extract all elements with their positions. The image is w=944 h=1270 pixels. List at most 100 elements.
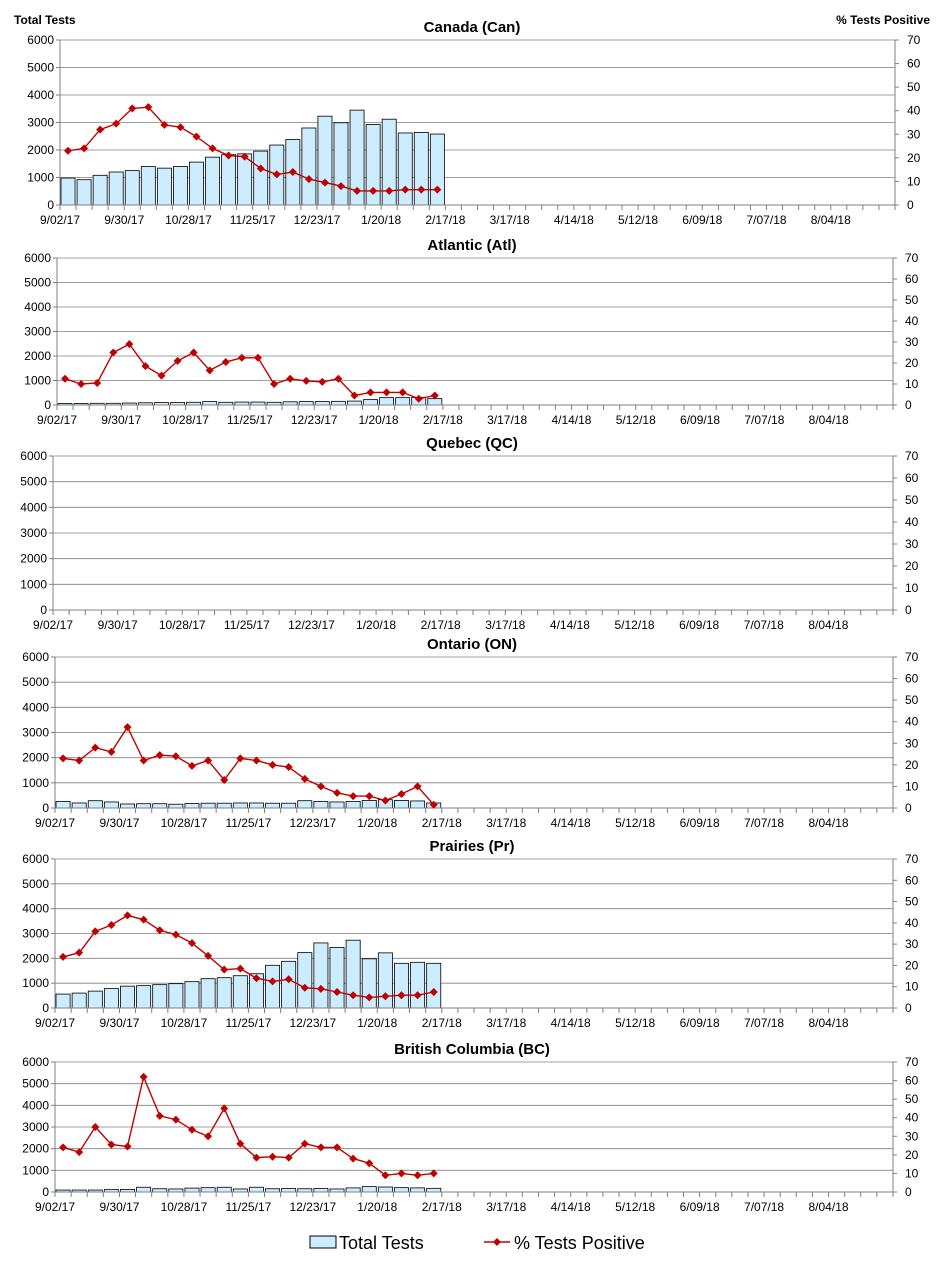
x-label-atlantic-atl-4: 12/23/17 [291,413,338,427]
point-prairies-pr-4 [123,911,132,920]
bar-prairies-pr-6 [152,984,168,1009]
y-left-label-canada-can-2000: 2000 [27,143,54,157]
point-atlantic-atl-13 [270,380,279,388]
bar-canada-can-11 [237,153,253,206]
x-label-ontario-on-0: 9/02/17 [35,816,75,830]
y-right-label-atlantic-atl-20: 20 [905,356,919,370]
x-label-ontario-on-1: 9/30/17 [99,816,139,830]
x-label-quebec-qc-0: 9/02/17 [33,618,73,632]
y-left-label-atlantic-atl-2000: 2000 [24,349,51,363]
x-label-atlantic-atl-5: 1/20/18 [359,413,399,427]
bar-canada-can-8 [189,161,204,206]
point-atlantic-atl-20 [382,388,391,397]
bar-canada-can-16 [317,115,333,206]
point-prairies-pr-8 [187,939,196,948]
point-atlantic-atl-7 [173,356,182,365]
y-right-label-ontario-on-20: 20 [905,758,919,772]
point-canada-can-16 [320,178,329,187]
point-ontario-on-21 [397,789,406,798]
bar-ontario-on-6 [152,803,168,809]
point-canada-can-18 [353,186,362,195]
chart-title-quebec-qc: Quebec (QC) [426,435,518,452]
point-prairies-pr-20 [381,992,390,1001]
x-label-quebec-qc-6: 2/17/18 [421,618,461,632]
x-label-quebec-qc-12: 8/04/18 [808,618,848,632]
x-label-prairies-pr-4: 12/23/17 [289,1016,336,1030]
x-label-quebec-qc-10: 6/09/18 [679,618,719,632]
y-right-label-prairies-pr-70: 70 [905,852,919,866]
point-ontario-on-17 [333,788,342,797]
line-ontario-on [63,725,435,806]
bar-canada-can-22 [413,131,429,206]
x-label-canada-can-11: 7/07/18 [747,213,787,227]
y-left-label-atlantic-atl-4000: 4000 [24,300,51,314]
y-right-label-canada-can-10: 10 [907,174,921,188]
y-right-label-atlantic-atl-60: 60 [905,272,919,286]
point-british-columbia-bc-0 [59,1143,68,1152]
bar-ontario-on-1 [71,802,87,809]
bar-atlantic-atl-18 [346,400,362,406]
y-right-label-prairies-pr-30: 30 [905,937,919,951]
point-ontario-on-20 [381,796,390,805]
bar-prairies-pr-8 [184,981,200,1009]
x-label-atlantic-atl-2: 10/28/17 [162,413,209,427]
x-label-british-columbia-bc-1: 9/30/17 [99,1200,139,1214]
x-label-quebec-qc-7: 3/17/18 [485,618,525,632]
y-right-label-atlantic-atl-0: 0 [905,398,912,412]
point-atlantic-atl-0 [61,374,70,383]
point-british-columbia-bc-4 [123,1142,132,1151]
point-canada-can-11 [240,152,249,161]
y-right-label-british-columbia-bc-10: 10 [905,1166,919,1180]
y-left-label-prairies-pr-2000: 2000 [22,951,49,965]
right-axis-title: % Tests Positive [836,13,930,27]
y-right-label-quebec-qc-50: 50 [905,493,919,507]
y-right-label-quebec-qc-60: 60 [905,471,919,485]
x-label-atlantic-atl-10: 6/09/18 [680,413,720,427]
y-right-label-prairies-pr-20: 20 [905,958,919,972]
y-left-label-ontario-on-3000: 3000 [22,726,49,740]
y-right-label-prairies-pr-40: 40 [905,916,919,930]
bar-ontario-on-19 [361,800,377,809]
point-british-columbia-bc-8 [187,1125,196,1134]
bar-prairies-pr-14 [281,960,297,1009]
point-british-columbia-bc-3 [107,1140,116,1149]
bar-prairies-pr-2 [87,990,103,1009]
point-british-columbia-bc-16 [316,1143,325,1152]
bar-canada-can-1 [76,179,92,206]
left-axis-title: Total Tests [14,13,76,27]
x-label-atlantic-atl-9: 5/12/18 [616,413,656,427]
x-label-canada-can-0: 9/02/17 [40,213,80,227]
y-left-label-atlantic-atl-6000: 6000 [24,251,51,265]
bar-ontario-on-0 [55,801,71,809]
x-label-prairies-pr-6: 2/17/18 [422,1016,462,1030]
point-british-columbia-bc-7 [171,1115,180,1124]
point-atlantic-atl-14 [286,374,295,383]
chart-quebec-qc: 0 1000 2000 3000 4000 5000 6000 0 10 20 30 40 50 60 70… [20,435,918,632]
chart-title-prairies-pr: Prairies (Pr) [429,838,514,855]
bar-atlantic-atl-19 [363,399,378,406]
bar-canada-can-2 [92,174,108,206]
point-ontario-on-23 [429,800,438,809]
bar-british-columbia-bc-20 [377,1186,393,1193]
y-right-label-quebec-qc-10: 10 [905,581,919,595]
x-label-prairies-pr-9: 5/12/18 [615,1016,655,1030]
x-label-canada-can-10: 6/09/18 [682,213,722,227]
x-label-prairies-pr-8: 4/14/18 [551,1016,591,1030]
x-label-atlantic-atl-0: 9/02/17 [37,413,77,427]
y-left-label-quebec-qc-4000: 4000 [20,500,47,514]
point-atlantic-atl-15 [302,376,311,385]
y-left-label-atlantic-atl-3000: 3000 [24,325,51,339]
x-label-canada-can-7: 3/17/18 [490,213,530,227]
bar-canada-can-17 [333,122,349,206]
x-label-ontario-on-8: 4/14/18 [551,816,591,830]
point-atlantic-atl-6 [157,371,166,380]
point-canada-can-4 [128,104,137,113]
y-left-label-canada-can-3000: 3000 [27,116,54,130]
x-label-british-columbia-bc-3: 11/25/17 [225,1200,271,1214]
x-label-prairies-pr-12: 8/04/18 [809,1016,849,1030]
x-label-quebec-qc-3: 11/25/17 [224,618,270,632]
y-right-label-atlantic-atl-50: 50 [905,293,919,307]
y-right-label-canada-can-20: 20 [907,151,921,165]
point-atlantic-atl-9 [205,366,214,375]
